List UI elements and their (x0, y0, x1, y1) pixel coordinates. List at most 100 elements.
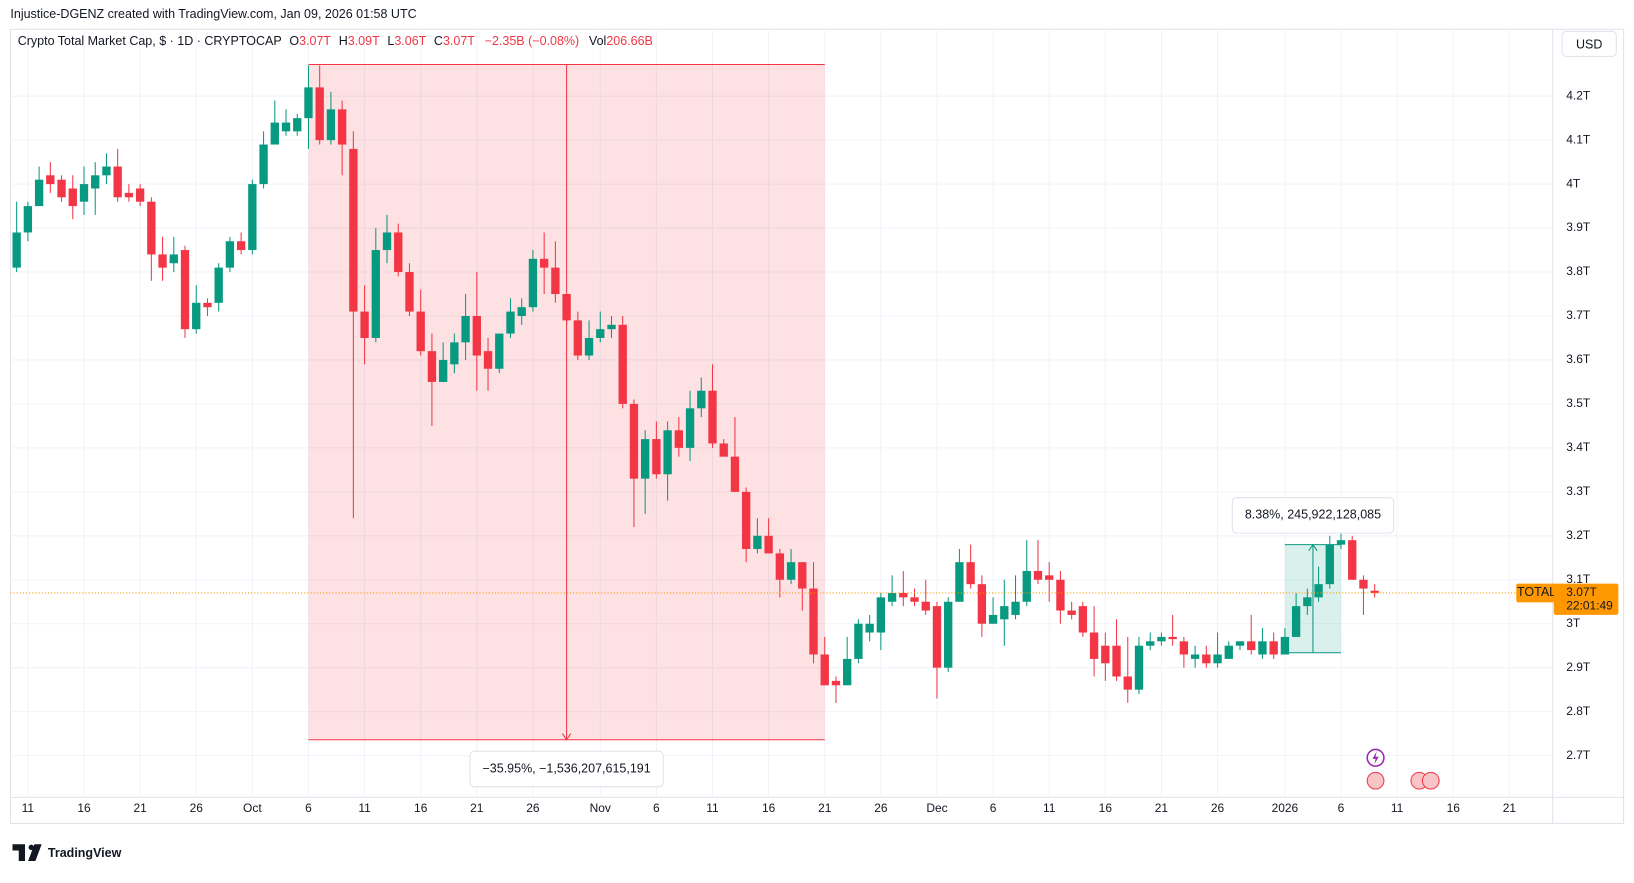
last-price-box (1553, 583, 1619, 615)
candle-body (113, 166, 122, 198)
y-tick-label: 3.2T (1566, 528, 1591, 542)
brand-name: TradingView (48, 846, 122, 860)
candle-body (708, 390, 717, 444)
measure-label-box (1231, 497, 1395, 534)
y-tick-label: 3.1T (1566, 572, 1591, 586)
candle-body (596, 329, 605, 338)
candle-body (1168, 636, 1177, 640)
change: −2.35B (−0.08%) (485, 34, 580, 48)
candle-body (1280, 636, 1290, 655)
candle-body (1370, 590, 1379, 593)
y-tick-label: 3.5T (1566, 396, 1591, 410)
x-tick-label: 11 (358, 801, 371, 815)
candle-body (562, 294, 571, 321)
candle-body (742, 491, 751, 549)
candle-body (450, 342, 459, 365)
x-tick-label: 11 (706, 801, 719, 815)
candle-body (932, 606, 942, 668)
candle-body (1134, 645, 1144, 690)
chart-frame (9, 28, 1625, 824)
candle-body (315, 87, 324, 141)
candle-body (472, 315, 481, 356)
candle-body (495, 333, 504, 369)
x-tick-label: 21 (1155, 801, 1169, 815)
candle-body (270, 122, 279, 145)
y-tick-label: 3.3T (1566, 484, 1591, 498)
candle-body (405, 272, 414, 312)
candle-body (281, 122, 291, 132)
event-icon[interactable] (1421, 771, 1440, 790)
candle-body (438, 359, 448, 382)
y-tick-label: 2.9T (1566, 660, 1591, 674)
x-tick-label: 6 (1338, 801, 1345, 815)
candle-body (1359, 579, 1368, 589)
candle-body (248, 184, 257, 251)
ohlc-key: O (289, 34, 299, 48)
y-tick-label: 2.8T (1566, 704, 1591, 718)
candle-body (988, 614, 998, 624)
candles (12, 65, 1379, 703)
x-tick-label: 16 (762, 801, 776, 815)
candle-body (798, 562, 807, 589)
measure-label: −35.95%, −1,536,207,615,191 (482, 761, 650, 775)
candle-body (23, 206, 33, 233)
candle-body (1314, 584, 1323, 598)
candle-body (293, 118, 302, 132)
candle-body (1190, 654, 1200, 659)
candle-body (225, 241, 235, 268)
grid (10, 29, 1553, 798)
x-tick-label: Oct (243, 801, 262, 815)
candle-body (1045, 575, 1054, 580)
candle-body (236, 241, 246, 251)
candle-body (1112, 645, 1121, 677)
brand-logo-dot (28, 844, 34, 851)
x-tick-label: 21 (818, 801, 832, 815)
candle-body (483, 351, 493, 369)
candle-body (46, 175, 55, 185)
candle-body (955, 562, 964, 602)
candle-body (685, 408, 695, 448)
measure-arrowhead (561, 733, 572, 741)
candle-body (1123, 676, 1132, 690)
candle-body (259, 144, 268, 185)
candle-body (203, 302, 212, 308)
ohlc-key: C (434, 34, 443, 48)
candle-body (1258, 641, 1267, 655)
candle-body (1022, 570, 1031, 602)
candle-body (944, 601, 953, 668)
event-icons (1366, 748, 1440, 790)
candle-body (102, 166, 111, 176)
candle-body (1202, 654, 1211, 664)
last-price-name: TOTAL (1517, 585, 1556, 599)
candle-body (607, 324, 616, 330)
candle-body (349, 148, 358, 312)
candle-body (551, 267, 560, 295)
candle-body (371, 250, 380, 338)
candle-body (899, 592, 908, 598)
currency-button[interactable] (1561, 30, 1617, 57)
x-tick-label: 6 (653, 801, 660, 815)
candle-body (506, 311, 515, 334)
candle-body (180, 250, 190, 330)
event-icon[interactable] (1366, 771, 1385, 790)
x-tick-label: 11 (1043, 801, 1056, 815)
x-tick-label: 11 (22, 801, 35, 815)
currency[interactable]: USD (1576, 37, 1602, 51)
candle-body (1000, 606, 1009, 620)
candle-body (1179, 641, 1189, 655)
y-tick-label: 3.6T (1566, 352, 1591, 366)
x-tick-label: Dec (926, 801, 947, 815)
candle-body (539, 258, 549, 268)
candle-body (326, 109, 336, 141)
candle-body (910, 597, 919, 602)
candle-body (966, 562, 975, 585)
x-tick-label: 21 (470, 801, 484, 815)
candle-body (977, 584, 987, 624)
candle-body (1325, 544, 1334, 585)
candle-body (394, 232, 403, 273)
candle-body (652, 439, 661, 475)
y-tick-label: 3T (1566, 616, 1581, 630)
volume-key: Vol (589, 34, 606, 48)
x-tick-label: 21 (1503, 801, 1517, 815)
countdown: 22:01:49 (1566, 599, 1613, 613)
